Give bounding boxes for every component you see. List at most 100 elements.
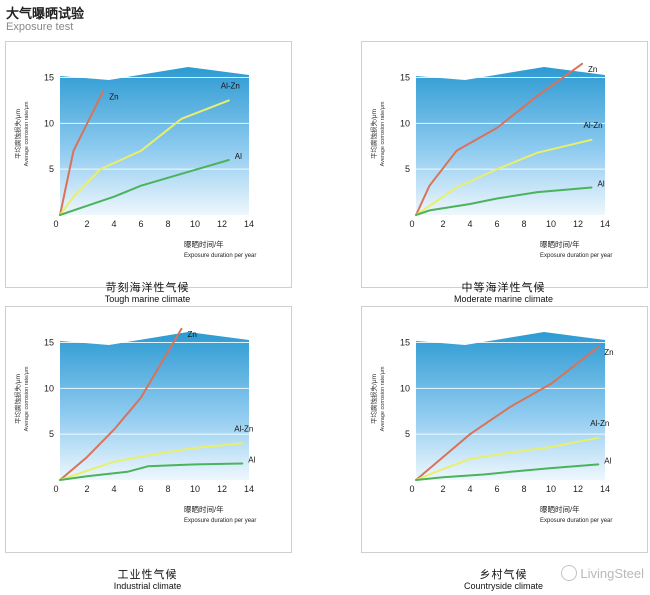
- x-axis-label-en: Exposure duration per year: [184, 253, 256, 259]
- y-tick-label: 15: [44, 73, 54, 83]
- y-axis-label-en: Average corrosion rate/μm: [24, 101, 30, 166]
- x-axis-label-cn: 曝晒时间/年: [184, 239, 224, 249]
- series-line-alzn: [415, 436, 600, 481]
- x-tick-label: 8: [165, 484, 170, 494]
- x-tick-label: 0: [53, 484, 58, 494]
- series-line-zn: [59, 90, 105, 216]
- chart-caption-cn: 中等海洋性气候: [461, 282, 546, 294]
- chart-caption-en: Tough marine climate: [104, 294, 191, 304]
- y-tick-label: 10: [400, 383, 410, 393]
- y-axis-label-cn: 平均腐蚀损失/μm: [13, 109, 22, 159]
- x-axis-label-cn: 曝晒时间/年: [184, 504, 224, 514]
- series-line-al: [59, 159, 230, 216]
- series-label-zn: Zn: [188, 330, 197, 339]
- series-label-alzn: Al-Zn: [234, 424, 253, 433]
- chart-caption-en: Countryside climate: [463, 581, 544, 591]
- x-tick-label: 12: [573, 219, 583, 229]
- corrosion-chart-moderate-marine: 5 10 15 0 2 4 6 8 10 12 14 平均腐蚀损失/μm Average corrosi…: [369, 62, 612, 259]
- series-line-al: [59, 462, 244, 481]
- x-tick-label: 0: [409, 484, 414, 494]
- chart-caption-cn: 苛刻海洋性气候: [105, 282, 190, 294]
- series-label-al: Al: [248, 456, 255, 465]
- watermark-text: LivingSteel: [580, 566, 644, 581]
- x-tick-label: 10: [190, 484, 200, 494]
- x-tick-label: 2: [84, 484, 89, 494]
- x-axis-label-cn: 曝晒时间/年: [540, 504, 580, 514]
- y-axis-label-en: Average corrosion rate/μm: [380, 101, 386, 166]
- y-tick-label: 15: [44, 338, 54, 348]
- x-tick-label: 6: [494, 219, 499, 229]
- plot-background: [60, 332, 249, 480]
- x-axis-label-cn: 曝晒时间/年: [540, 239, 580, 249]
- series-line-zn: [415, 346, 600, 481]
- corrosion-chart-tough-marine: 5 10 15 0 2 4 6 8 10 12 14 平均腐蚀损失/μm Average corrosi…: [13, 67, 256, 259]
- corrosion-chart-industrial: 5 10 15 0 2 4 6 8 10 12 14 平均腐蚀损失/μm Average corrosi…: [13, 327, 256, 524]
- y-axis-label-cn: 平均腐蚀损失/μm: [369, 109, 378, 159]
- series-line-al: [415, 463, 600, 481]
- page-title: 大气曝晒试验: [6, 6, 85, 21]
- x-tick-label: 14: [600, 484, 610, 494]
- x-tick-label: 8: [521, 219, 526, 229]
- x-tick-label: 6: [138, 484, 143, 494]
- chart-panel-moderate-marine: 5 10 15 0 2 4 6 8 10 12 14 平均腐蚀损失/μm Average corrosi…: [361, 41, 648, 288]
- series-label-zn: Zn: [109, 92, 118, 101]
- series-line-alzn: [59, 99, 230, 216]
- series-line-al: [415, 186, 593, 216]
- y-axis-label-cn: 平均腐蚀损失/μm: [369, 374, 378, 424]
- x-tick-label: 14: [244, 219, 254, 229]
- x-axis-label-en: Exposure duration per year: [540, 253, 612, 259]
- x-axis-label-en: Exposure duration per year: [540, 518, 612, 524]
- series-line-zn: [59, 327, 183, 481]
- chart-caption-cn: 乡村气候: [479, 569, 528, 581]
- x-tick-label: 2: [440, 219, 445, 229]
- x-tick-label: 2: [84, 219, 89, 229]
- x-tick-label: 6: [138, 219, 143, 229]
- series-label-zn: Zn: [588, 65, 597, 74]
- chart-panel-tough-marine: 5 10 15 0 2 4 6 8 10 12 14 平均腐蚀损失/μm Average corrosi…: [5, 41, 292, 288]
- y-tick-label: 5: [405, 429, 410, 439]
- chart-caption-cn: 工业性气候: [117, 569, 178, 581]
- series-label-alzn: Al-Zn: [590, 419, 609, 428]
- corrosion-chart-countryside: 5 10 15 0 2 4 6 8 10 12 14 平均腐蚀损失/μm Average corrosi…: [369, 332, 614, 524]
- x-tick-label: 2: [440, 484, 445, 494]
- x-tick-label: 4: [111, 484, 116, 494]
- x-tick-label: 12: [217, 219, 227, 229]
- x-tick-label: 14: [244, 484, 254, 494]
- series-line-zn: [415, 62, 584, 216]
- x-axis-label-en: Exposure duration per year: [184, 518, 256, 524]
- x-tick-label: 10: [546, 484, 556, 494]
- series-label-alzn: Al-Zn: [584, 121, 603, 130]
- y-tick-label: 5: [405, 164, 410, 174]
- wechat-icon: [561, 565, 578, 581]
- y-tick-label: 10: [400, 118, 410, 128]
- x-tick-label: 4: [111, 219, 116, 229]
- series-label-al: Al: [598, 180, 605, 189]
- y-tick-label: 15: [400, 338, 410, 348]
- x-tick-label: 0: [53, 219, 58, 229]
- chart-panel-countryside: 5 10 15 0 2 4 6 8 10 12 14 平均腐蚀损失/μm Average corrosi…: [361, 306, 648, 553]
- series-label-zn: Zn: [604, 348, 613, 357]
- series-label-al: Al: [604, 456, 611, 465]
- series-line-alzn: [415, 138, 593, 216]
- series-label-alzn: Al-Zn: [221, 81, 240, 90]
- x-tick-label: 0: [409, 219, 414, 229]
- x-tick-label: 12: [573, 484, 583, 494]
- x-tick-label: 14: [600, 219, 610, 229]
- page-subtitle: Exposure test: [6, 21, 74, 33]
- plot-background: [416, 67, 605, 215]
- series-label-al: Al: [235, 152, 242, 161]
- x-tick-label: 4: [467, 219, 472, 229]
- y-tick-label: 5: [49, 429, 54, 439]
- y-axis-label-en: Average corrosion rate/μm: [380, 366, 386, 431]
- y-tick-label: 15: [400, 73, 410, 83]
- x-tick-label: 4: [467, 484, 472, 494]
- watermark: LivingSteel: [561, 565, 644, 581]
- chart-caption-en: Moderate marine climate: [453, 294, 554, 304]
- y-tick-label: 5: [49, 164, 54, 174]
- y-tick-label: 10: [44, 383, 54, 393]
- x-tick-label: 10: [546, 219, 556, 229]
- series-line-alzn: [59, 442, 244, 481]
- x-tick-label: 10: [190, 219, 200, 229]
- chart-panel-industrial: 5 10 15 0 2 4 6 8 10 12 14 平均腐蚀损失/μm Average corrosi…: [5, 306, 292, 553]
- x-tick-label: 6: [494, 484, 499, 494]
